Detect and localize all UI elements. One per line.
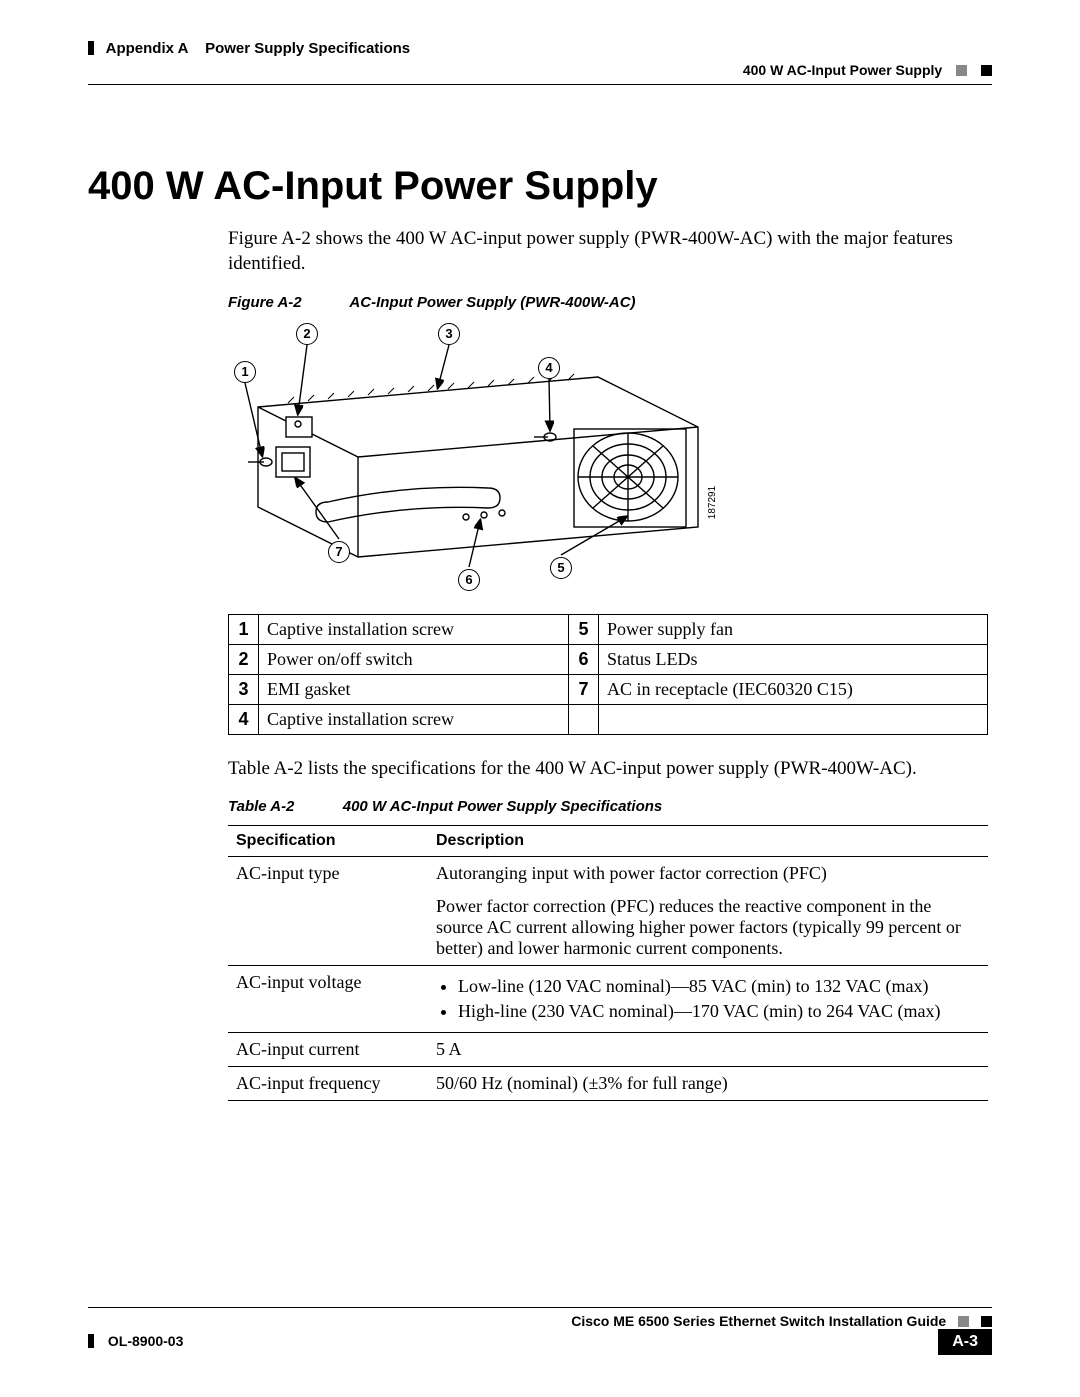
spec-name: AC-input type [228, 857, 428, 891]
footer-guide: Cisco ME 6500 Series Ethernet Switch Ins… [571, 1313, 992, 1329]
page: Appendix A Power Supply Specifications 4… [0, 0, 1080, 1397]
figure-caption: Figure A-2 AC-Input Power Supply (PWR-40… [228, 294, 992, 311]
spec-name: AC-input frequency [228, 1067, 428, 1101]
spec-name: AC-input current [228, 1033, 428, 1067]
legend-text: AC in receptacle (IEC60320 C15) [599, 675, 988, 705]
table-row: Power factor correction (PFC) reduces th… [228, 890, 988, 966]
intro-paragraph: Figure A-2 shows the 400 W AC-input powe… [228, 227, 992, 276]
bullet-item: Low-line (120 VAC nominal)—85 VAC (min) … [458, 976, 980, 997]
table-caption-text: 400 W AC-Input Power Supply Specificatio… [343, 798, 663, 815]
spec-desc: 50/60 Hz (nominal) (±3% for full range) [428, 1067, 988, 1101]
header-right: 400 W AC-Input Power Supply [743, 62, 992, 78]
legend-num [569, 705, 599, 735]
legend-num: 1 [229, 615, 259, 645]
spec-note: Power factor correction (PFC) reduces th… [428, 890, 988, 966]
header-chapter: Power Supply Specifications [205, 40, 410, 57]
page-title: 400 W AC-Input Power Supply [88, 164, 992, 209]
header-section: 400 W AC-Input Power Supply [743, 62, 942, 78]
header-rule [88, 84, 992, 85]
legend-num: 5 [569, 615, 599, 645]
bullet-list: Low-line (120 VAC nominal)—85 VAC (min) … [436, 976, 980, 1022]
table-label: Table A-2 [228, 798, 294, 815]
legend-num: 2 [229, 645, 259, 675]
legend-num: 6 [569, 645, 599, 675]
callout-legend-table: 1 Captive installation screw 5 Power sup… [228, 614, 988, 735]
header-square-black-icon [981, 65, 992, 76]
page-number-badge: A-3 [938, 1329, 992, 1355]
legend-text: Status LEDs [599, 645, 988, 675]
table-row: 1 Captive installation screw 5 Power sup… [229, 615, 988, 645]
table-caption: Table A-2 400 W AC-Input Power Supply Sp… [228, 798, 992, 815]
header-tick-icon [88, 41, 94, 55]
footer-guide-text: Cisco ME 6500 Series Ethernet Switch Ins… [571, 1313, 946, 1329]
drawing-id: 187291 [707, 486, 718, 519]
header-appendix: Appendix A [106, 40, 189, 57]
legend-text: Captive installation screw [259, 615, 569, 645]
spec-name-blank [228, 890, 428, 966]
footer-rule [88, 1307, 992, 1308]
legend-text: Power supply fan [599, 615, 988, 645]
header-left: Appendix A Power Supply Specifications [88, 40, 410, 57]
footer-docnum-text: OL-8900-03 [108, 1333, 183, 1349]
legend-num: 4 [229, 705, 259, 735]
footer-tick-icon [88, 1334, 94, 1348]
legend-text [599, 705, 988, 735]
table-row: 2 Power on/off switch 6 Status LEDs [229, 645, 988, 675]
spec-table: Specification Description AC-input type … [228, 825, 988, 1101]
legend-text: EMI gasket [259, 675, 569, 705]
figure-label: Figure A-2 [228, 294, 302, 311]
legend-text: Captive installation screw [259, 705, 569, 735]
footer-docnum: OL-8900-03 [88, 1333, 183, 1349]
bullet-item: High-line (230 VAC nominal)—170 VAC (min… [458, 1001, 980, 1022]
footer-square-black-icon [981, 1316, 992, 1327]
figure-diagram: 1 2 3 4 5 6 7 187291 [228, 317, 748, 592]
spec-name: AC-input voltage [228, 966, 428, 1033]
running-header: Appendix A Power Supply Specifications 4… [88, 40, 992, 94]
table-row: 3 EMI gasket 7 AC in receptacle (IEC6032… [229, 675, 988, 705]
legend-num: 3 [229, 675, 259, 705]
header-square-gray-icon [956, 65, 967, 76]
between-paragraph: Table A-2 lists the specifications for t… [228, 757, 992, 782]
legend-text: Power on/off switch [259, 645, 569, 675]
spec-desc: Autoranging input with power factor corr… [428, 857, 988, 891]
figure-caption-text: AC-Input Power Supply (PWR-400W-AC) [349, 294, 635, 311]
table-row: AC-input current 5 A [228, 1033, 988, 1067]
running-footer: Cisco ME 6500 Series Ethernet Switch Ins… [88, 1307, 992, 1357]
legend-num: 7 [569, 675, 599, 705]
table-row: AC-input type Autoranging input with pow… [228, 857, 988, 891]
spec-desc: 5 A [428, 1033, 988, 1067]
spec-desc: Low-line (120 VAC nominal)—85 VAC (min) … [428, 966, 988, 1033]
col-specification: Specification [228, 826, 428, 857]
col-description: Description [428, 826, 988, 857]
table-row: AC-input frequency 50/60 Hz (nominal) (±… [228, 1067, 988, 1101]
table-row: 4 Captive installation screw [229, 705, 988, 735]
table-header-row: Specification Description [228, 826, 988, 857]
power-supply-svg [228, 317, 748, 592]
content: Figure A-2 shows the 400 W AC-input powe… [228, 227, 992, 1101]
footer-square-gray-icon [958, 1316, 969, 1327]
table-row: AC-input voltage Low-line (120 VAC nomin… [228, 966, 988, 1033]
